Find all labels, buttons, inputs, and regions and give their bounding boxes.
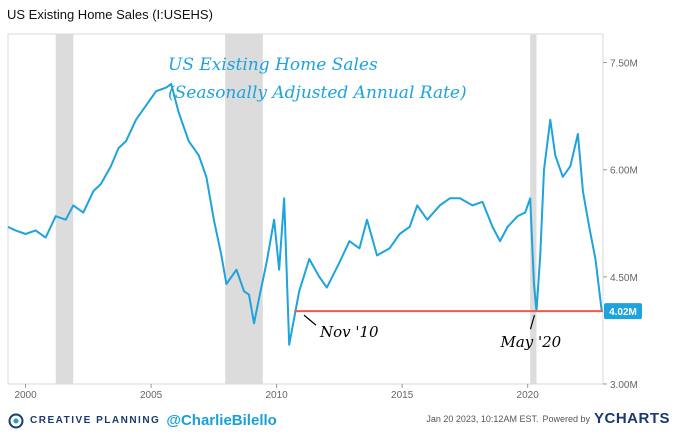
y-tick-label: 7.50M (610, 59, 638, 70)
recession-band (530, 34, 537, 384)
inset-title: US Existing Home Sales (168, 55, 378, 75)
ycharts-logo: YCHARTS (593, 410, 670, 427)
footer-source: Jan 20 2023, 10:12AM EST. Powered by YCH… (426, 410, 670, 427)
annotation-label: Nov '10 (319, 323, 379, 341)
page-title: US Existing Home Sales (I:USEHS) (7, 7, 213, 22)
x-tick-label: 2010 (266, 390, 289, 401)
powered-by-label: Powered by (542, 413, 590, 424)
annotation-pointer (529, 314, 536, 330)
last-value-label: 4.02M (609, 307, 637, 318)
brand-name: CREATIVE PLANNING (30, 415, 161, 426)
x-tick-label: 2015 (391, 390, 414, 401)
recession-band (55, 34, 74, 384)
y-tick-label: 3.00M (610, 380, 638, 391)
series-line (7, 83, 603, 346)
plot-area (7, 33, 604, 385)
x-tick-label: 2005 (140, 390, 163, 401)
timestamp: Jan 20 2023, 10:12AM EST. (426, 413, 539, 424)
y-tick-label: 6.00M (610, 166, 638, 177)
recession-band (225, 34, 263, 384)
x-tick-label: 2000 (14, 390, 37, 401)
x-tick-label: 2020 (517, 390, 540, 401)
inset-subtitle: (Seasonally Adjusted Annual Rate) (168, 83, 467, 103)
creative-planning-logo-icon (8, 413, 24, 428)
author-handle: @CharlieBilello (166, 412, 277, 429)
annotation-label: May '20 (499, 333, 561, 351)
footer-brand: CREATIVE PLANNING @CharlieBilello (8, 412, 277, 429)
last-value-badge (604, 303, 642, 320)
y-tick-label: 4.50M (610, 273, 638, 284)
annotation-pointer (303, 314, 317, 326)
